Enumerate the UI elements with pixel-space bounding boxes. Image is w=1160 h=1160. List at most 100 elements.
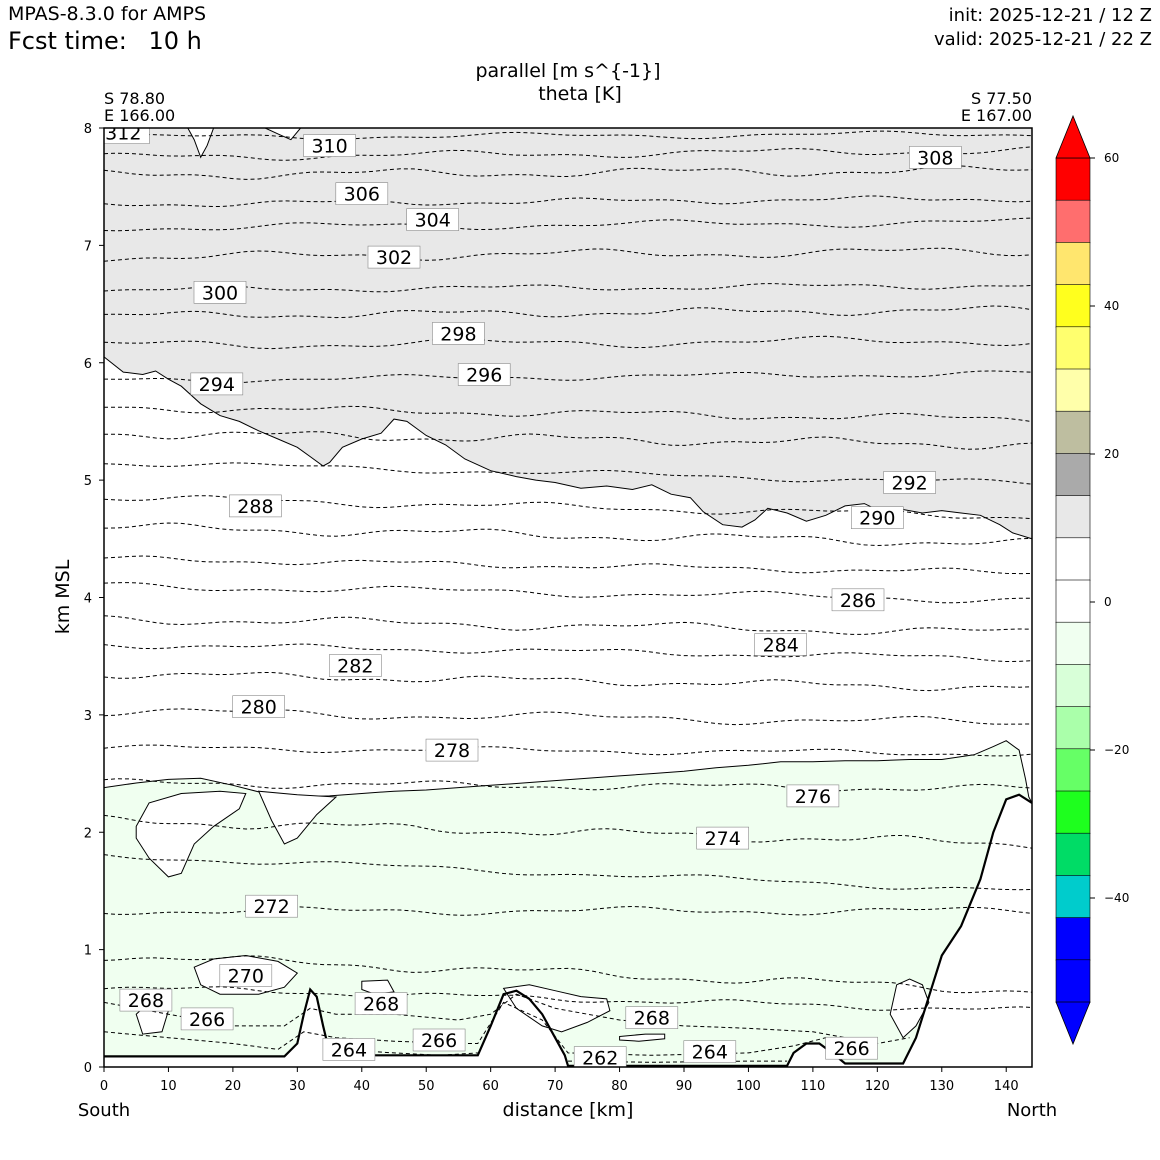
theta-label-box (406, 208, 460, 231)
terrain-line (104, 793, 1032, 1067)
colorbar-segment (1055, 790, 1091, 835)
theta-label: 284 (754, 633, 808, 657)
y-tick-label: 5 (84, 474, 92, 489)
theta-label-text: 276 (795, 786, 831, 808)
theta-label: 288 (229, 494, 282, 518)
y-tick-label: 4 (84, 592, 92, 607)
theta-isoline (104, 955, 1032, 994)
theta-label-text: 294 (199, 374, 235, 396)
colorbar-segment (1055, 875, 1091, 919)
theta-label: 304 (406, 208, 460, 232)
colorbar-segment (1055, 664, 1091, 708)
theta-isoline (104, 370, 1032, 384)
theta-label: 308 (908, 146, 962, 169)
theta-label-box (232, 695, 285, 719)
theta-label-text: 304 (415, 210, 451, 232)
forecast-time-value: 10 h (148, 27, 202, 55)
start-lon: E 166.00 (104, 106, 176, 125)
colorbar-segment (1055, 706, 1091, 750)
theta-label-text: 268 (363, 994, 399, 1016)
theta-isoline (104, 993, 910, 1045)
theta-isoline (104, 335, 1032, 350)
theta-label-text: 278 (434, 740, 470, 762)
theta-label-text: 288 (237, 496, 273, 518)
valid-time: valid: 2025-12-21 / 22 Z (934, 29, 1152, 50)
colorbar-segment (1055, 917, 1091, 961)
theta-label: 280 (232, 695, 285, 719)
theta-isoline (104, 778, 1032, 792)
colorbar-segment (1055, 537, 1091, 581)
y-tick-label: 2 (84, 826, 92, 841)
x-end-north: North (1006, 1100, 1058, 1121)
theta-label-box (696, 826, 750, 850)
theta-label-text: 308 (917, 147, 953, 169)
theta-label-text: 266 (833, 1038, 869, 1060)
colorbar-segment (1055, 832, 1091, 877)
chart-title-wind: parallel [m s^{-1}] (475, 60, 661, 82)
theta-label-box (322, 1038, 376, 1061)
theta-label-text: 310 (311, 136, 347, 158)
colorbar-segment (1055, 199, 1091, 244)
theta-label-text: 284 (763, 635, 799, 657)
init-time: init: 2025-12-21 / 12 Z (948, 5, 1152, 26)
y-tick-label: 0 (84, 1061, 92, 1076)
theta-label-text: 280 (241, 697, 277, 719)
theta-isoline (104, 462, 1032, 485)
x-end-south: South (77, 1100, 131, 1121)
theta-isoline (104, 555, 1032, 575)
y-tick-label: 7 (84, 239, 92, 254)
theta-label-text: 262 (582, 1048, 618, 1070)
theta-isoline (104, 405, 1032, 423)
y-tick-label: 3 (84, 709, 92, 724)
theta-label: 266 (180, 1007, 234, 1031)
colorbar-segment (1055, 326, 1091, 370)
theta-label: 272 (245, 894, 298, 918)
theta-label: 262 (573, 1046, 627, 1070)
theta-label-box (119, 988, 173, 1012)
theta-isoline (104, 247, 1032, 262)
theta-label: 294 (190, 372, 244, 396)
theta-label-text: 268 (634, 1008, 670, 1030)
theta-isoline (104, 130, 1032, 141)
colorbar-extend-bottom (1055, 1001, 1091, 1046)
theta-label-box (219, 964, 273, 987)
theta-label: 268 (354, 992, 408, 1016)
theta-label-text: 292 (891, 473, 927, 495)
forecast-time: Fcst time: 10 h (8, 27, 202, 55)
x-tick-label: 0 (100, 1079, 108, 1094)
theta-label: 300 (193, 280, 247, 304)
colorbar-segment (1055, 453, 1091, 497)
theta-label: 270 (219, 964, 273, 987)
x-tick-label: 80 (611, 1079, 628, 1094)
theta-isoline (104, 671, 1032, 692)
end-lat: S 77.50 (970, 89, 1032, 108)
wind-hole-mid (257, 790, 338, 845)
theta-label-box (180, 1007, 234, 1031)
theta-label-text: 282 (337, 656, 373, 678)
theta-isoline (104, 854, 1032, 891)
x-tick-label: 40 (354, 1079, 371, 1094)
wind-hole-small-2 (619, 1033, 666, 1042)
colorbar-segment (1055, 959, 1091, 1003)
colorbar-tick-label: 0 (1104, 595, 1112, 609)
theta-label-box (908, 146, 962, 169)
theta-label: 310 (303, 134, 356, 158)
colorbar-segment (1055, 621, 1091, 666)
colorbar-segment (1055, 242, 1091, 286)
x-tick-label: 10 (160, 1079, 177, 1094)
x-tick-label: 50 (418, 1079, 435, 1094)
theta-label-text: 296 (466, 365, 502, 387)
theta-isoline (104, 146, 1032, 161)
theta-label: 312 (104, 128, 150, 145)
theta-label-text: 290 (859, 508, 895, 530)
theta-isoline (104, 283, 1032, 293)
y-tick-label: 8 (84, 122, 92, 137)
theta-isoline (104, 1001, 865, 1056)
theta-label: 278 (425, 738, 479, 762)
x-tick-label: 70 (547, 1079, 564, 1094)
theta-label-box (367, 245, 421, 269)
colorbar-tick-label: 60 (1104, 151, 1119, 165)
start-lat: S 78.80 (104, 89, 166, 108)
theta-label-box (412, 1028, 466, 1052)
